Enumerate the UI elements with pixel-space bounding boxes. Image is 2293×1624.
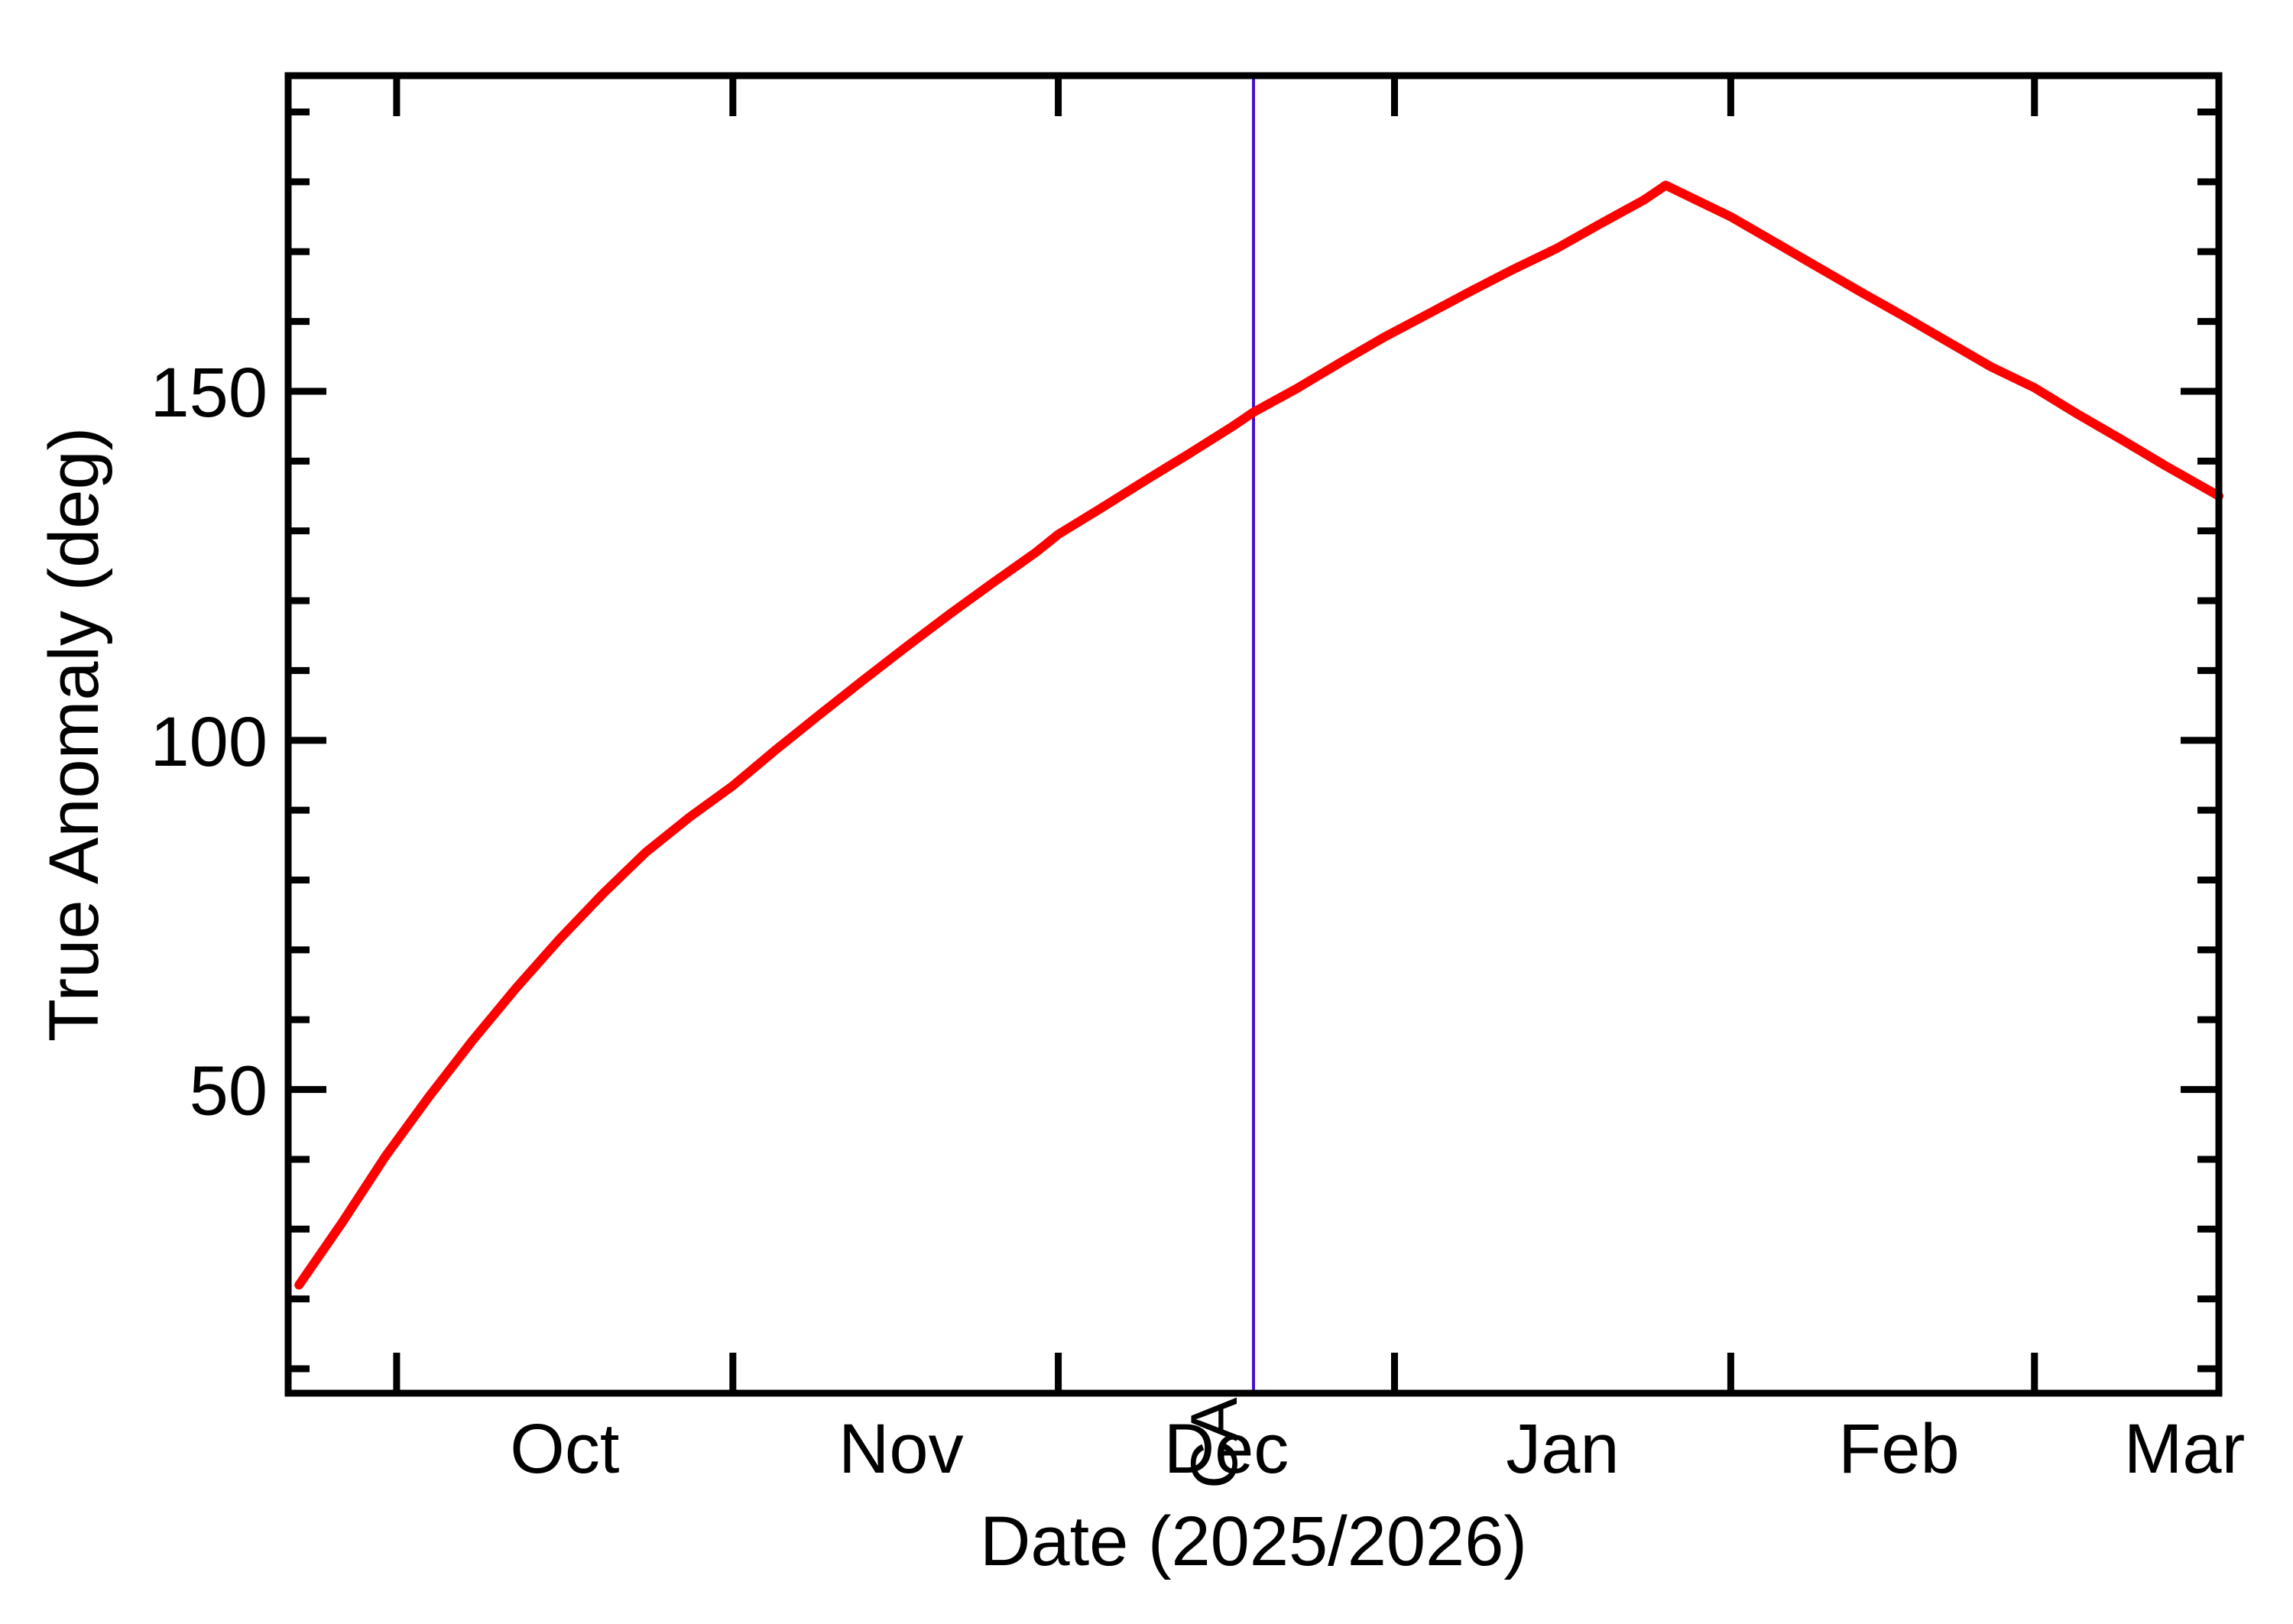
y-tick-label: 50 — [190, 1052, 268, 1130]
month-label: Dec — [1164, 1410, 1289, 1488]
y-tick-label: 150 — [151, 354, 268, 432]
month-label: Oct — [510, 1410, 619, 1488]
x-axis-title: Date (2025/2026) — [980, 1502, 1527, 1580]
plot-frame — [284, 72, 2223, 1397]
ca-annotation-label: CA — [1178, 1397, 1251, 1489]
month-label: Feb — [1838, 1410, 1960, 1488]
month-label: Nov — [838, 1410, 964, 1488]
chart-generated-layer: Oct Nov Dec Jan Feb Mar 50 100 150 — [151, 76, 2245, 1488]
month-label: Jan — [1506, 1410, 1619, 1488]
y-tick-label: 100 — [151, 703, 268, 781]
month-label: Mar — [2124, 1410, 2245, 1488]
anomaly-curve — [294, 180, 2223, 1290]
y-axis-title: True Anomaly (deg) — [35, 427, 113, 1042]
